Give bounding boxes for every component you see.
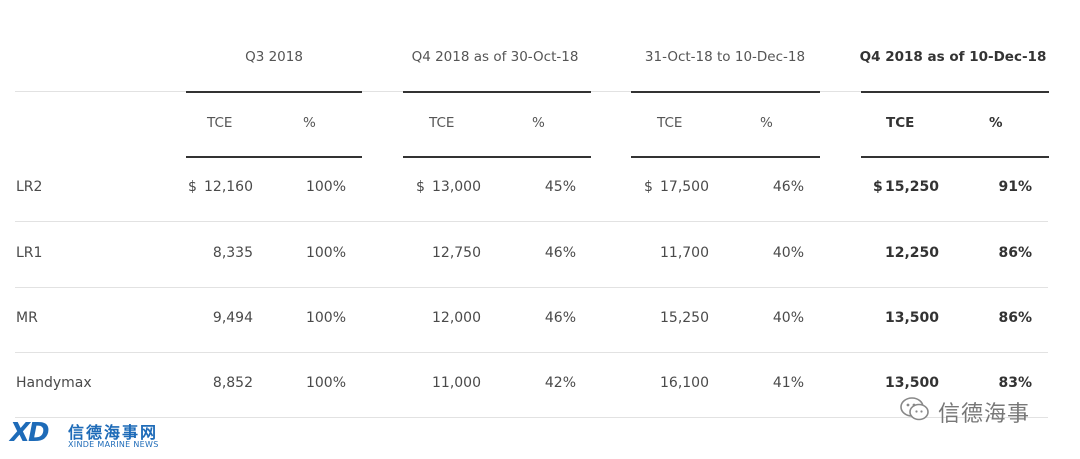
wechat-watermark: 信德海事 [900, 392, 1060, 428]
subheader-pct: % [532, 115, 545, 131]
table-cell: 9,494 [212, 310, 253, 326]
row-divider [15, 221, 1048, 222]
table-cell: 12,750 [432, 245, 481, 261]
table-cell: 11,700 [660, 245, 709, 261]
wechat-watermark-text: 信德海事 [938, 402, 1031, 427]
table-cell: 100% [305, 310, 346, 326]
table-cell: 17,500 [660, 179, 709, 195]
table-cell: 40% [772, 310, 804, 326]
xinde-logo: XD 信德海事网 XINDE MARINE NEWS [10, 418, 170, 452]
col-header-31oct-10dec: 31-Oct-18 to 10-Dec-18 [644, 49, 806, 65]
subheader-pct: % [303, 115, 316, 131]
row-label-handymax: Handymax [16, 375, 92, 391]
col-header-q4-10dec: Q4 2018 as of 10-Dec-18 [859, 49, 1047, 65]
wechat-icon [900, 397, 929, 421]
table-cell: 45% [544, 179, 576, 195]
subheader-tce: TCE [207, 115, 233, 131]
row-divider [15, 287, 1048, 288]
subheader-tce: TCE [429, 115, 455, 131]
currency-symbol: $ [416, 179, 425, 195]
subheader-pct: % [760, 115, 773, 131]
row-divider [15, 417, 1048, 418]
col-header-q3-2018: Q3 2018 [245, 49, 303, 65]
xd-logo-mark: XD [10, 418, 50, 448]
table-cell: 8,335 [212, 245, 253, 261]
table-cell: 46% [544, 310, 576, 326]
table-cell: 40% [772, 245, 804, 261]
table-cell: 8,852 [212, 375, 253, 391]
table-cell: 11,000 [432, 375, 481, 391]
table-cell: 86% [998, 245, 1032, 261]
subheader-tce: TCE [886, 115, 915, 131]
table-cell: 91% [998, 179, 1032, 195]
currency-symbol: $ [188, 179, 197, 195]
table-cell: 83% [998, 375, 1032, 391]
table-cell: 100% [305, 245, 346, 261]
table-cell: 12,160 [204, 179, 253, 195]
row-label-lr1: LR1 [16, 245, 43, 261]
table-cell: 13,500 [884, 375, 939, 391]
xinde-logo-en: XINDE MARINE NEWS [68, 440, 159, 449]
col-header-q4-30oct: Q4 2018 as of 30-Oct-18 [411, 49, 579, 65]
table-cell: 100% [305, 375, 346, 391]
table-cell: 46% [772, 179, 804, 195]
row-label-lr2: LR2 [16, 179, 43, 195]
table-cell: 13,000 [432, 179, 481, 195]
table-cell: 12,000 [432, 310, 481, 326]
table-cell: 100% [305, 179, 346, 195]
cropped-heading [150, 0, 670, 5]
row-label-mr: MR [16, 310, 38, 326]
table-cell: 15,250 [660, 310, 709, 326]
subheader-pct: % [989, 115, 1003, 131]
table-cell: 13,500 [884, 310, 939, 326]
group-rule [186, 91, 362, 93]
group-rule [631, 91, 820, 93]
subheader-rule [186, 156, 362, 158]
subheader-tce: TCE [657, 115, 683, 131]
subheader-rule [631, 156, 820, 158]
table-cell: 15,250 [884, 179, 939, 195]
xinde-logo-cn: 信德海事网 [68, 423, 159, 442]
table-cell: 86% [998, 310, 1032, 326]
row-divider [15, 352, 1048, 353]
subheader-rule [403, 156, 591, 158]
table-cell: 16,100 [660, 375, 709, 391]
currency-symbol: $ [873, 179, 883, 195]
table-cell: 41% [772, 375, 804, 391]
table-cell: 12,250 [884, 245, 939, 261]
group-rule [403, 91, 591, 93]
group-rule [861, 91, 1049, 93]
table-cell: 46% [544, 245, 576, 261]
subheader-rule [861, 156, 1049, 158]
currency-symbol: $ [644, 179, 653, 195]
table-cell: 42% [544, 375, 576, 391]
